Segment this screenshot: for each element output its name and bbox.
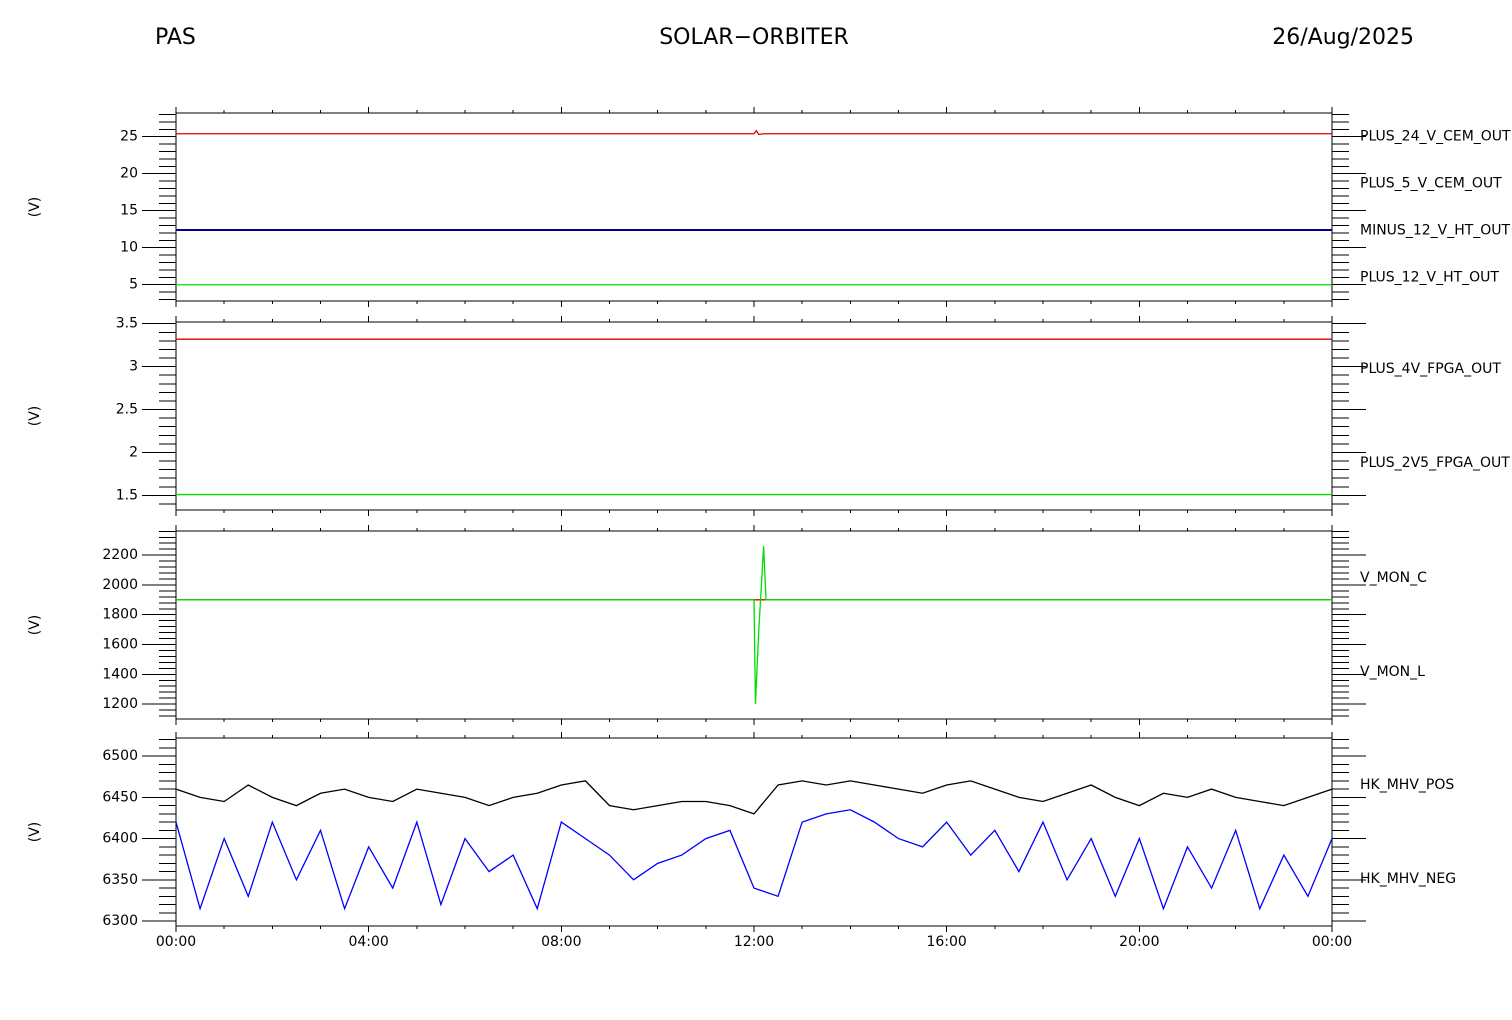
legend-entry: PLUS_12_V_HT_OUT <box>1360 270 1499 286</box>
legend-entry: PLUS_24_V_CEM_OUT <box>1360 129 1511 145</box>
y-tick-label: 1400 <box>102 666 138 682</box>
y-axis-label: (V) <box>27 615 43 636</box>
date: 26/Aug/2025 <box>1272 25 1414 50</box>
legend-entry: V_MON_L <box>1360 664 1425 680</box>
y-tick-label: 3 <box>129 359 138 375</box>
legend-entry: PLUS_4V_FPGA_OUT <box>1360 361 1501 377</box>
x-tick-label: 12:00 <box>734 934 774 950</box>
y-tick-label: 1600 <box>102 637 138 653</box>
y-tick-label: 6450 <box>102 789 138 805</box>
data-line <box>176 546 1332 705</box>
legend-entry: PLUS_2V5_FPGA_OUT <box>1360 455 1510 471</box>
y-tick-label: 1.5 <box>116 487 138 503</box>
y-axis-label: (V) <box>27 822 43 843</box>
instrument: PAS <box>155 25 196 50</box>
panel-frame <box>175 321 1333 511</box>
data-line <box>175 780 1333 815</box>
y-tick-label: 15 <box>120 203 138 219</box>
y-tick-label: 6500 <box>102 748 138 764</box>
y-tick-label: 2000 <box>102 577 138 593</box>
mission: SOLAR−ORBITER <box>659 25 849 50</box>
legend-entry: HK_MHV_POS <box>1360 777 1454 793</box>
x-tick-label: 00:00 <box>156 934 196 950</box>
data-line <box>175 809 1333 911</box>
legend-entry: PLUS_5_V_CEM_OUT <box>1360 176 1502 192</box>
y-tick-label: 1800 <box>102 607 138 623</box>
y-axis-label: (V) <box>27 197 43 218</box>
y-tick-label: 6400 <box>102 831 138 847</box>
y-tick-label: 3.5 <box>116 316 138 332</box>
data-line <box>176 129 1332 136</box>
x-tick-label: 08:00 <box>541 934 581 950</box>
y-tick-label: 25 <box>120 129 138 145</box>
y-tick-label: 2 <box>129 444 138 460</box>
x-tick-label: 16:00 <box>926 934 966 950</box>
legend-entry: V_MON_C <box>1360 570 1427 586</box>
y-tick-label: 2200 <box>102 547 138 563</box>
y-tick-label: 6300 <box>102 913 138 929</box>
y-tick-label: 6350 <box>102 872 138 888</box>
legend-entry: MINUS_12_V_HT_OUT <box>1360 223 1511 239</box>
x-tick-label: 20:00 <box>1119 934 1159 950</box>
x-tick-label: 00:00 <box>1312 934 1352 950</box>
legend-entry: HK_MHV_NEG <box>1360 871 1456 887</box>
y-tick-label: 1200 <box>102 696 138 712</box>
panel-frame <box>175 112 1333 302</box>
y-tick-label: 10 <box>120 240 138 256</box>
x-tick-label: 04:00 <box>348 934 388 950</box>
y-axis-label: (V) <box>27 406 43 427</box>
y-tick-label: 2.5 <box>116 402 138 418</box>
y-tick-label: 20 <box>120 166 138 182</box>
y-tick-label: 5 <box>129 277 138 293</box>
